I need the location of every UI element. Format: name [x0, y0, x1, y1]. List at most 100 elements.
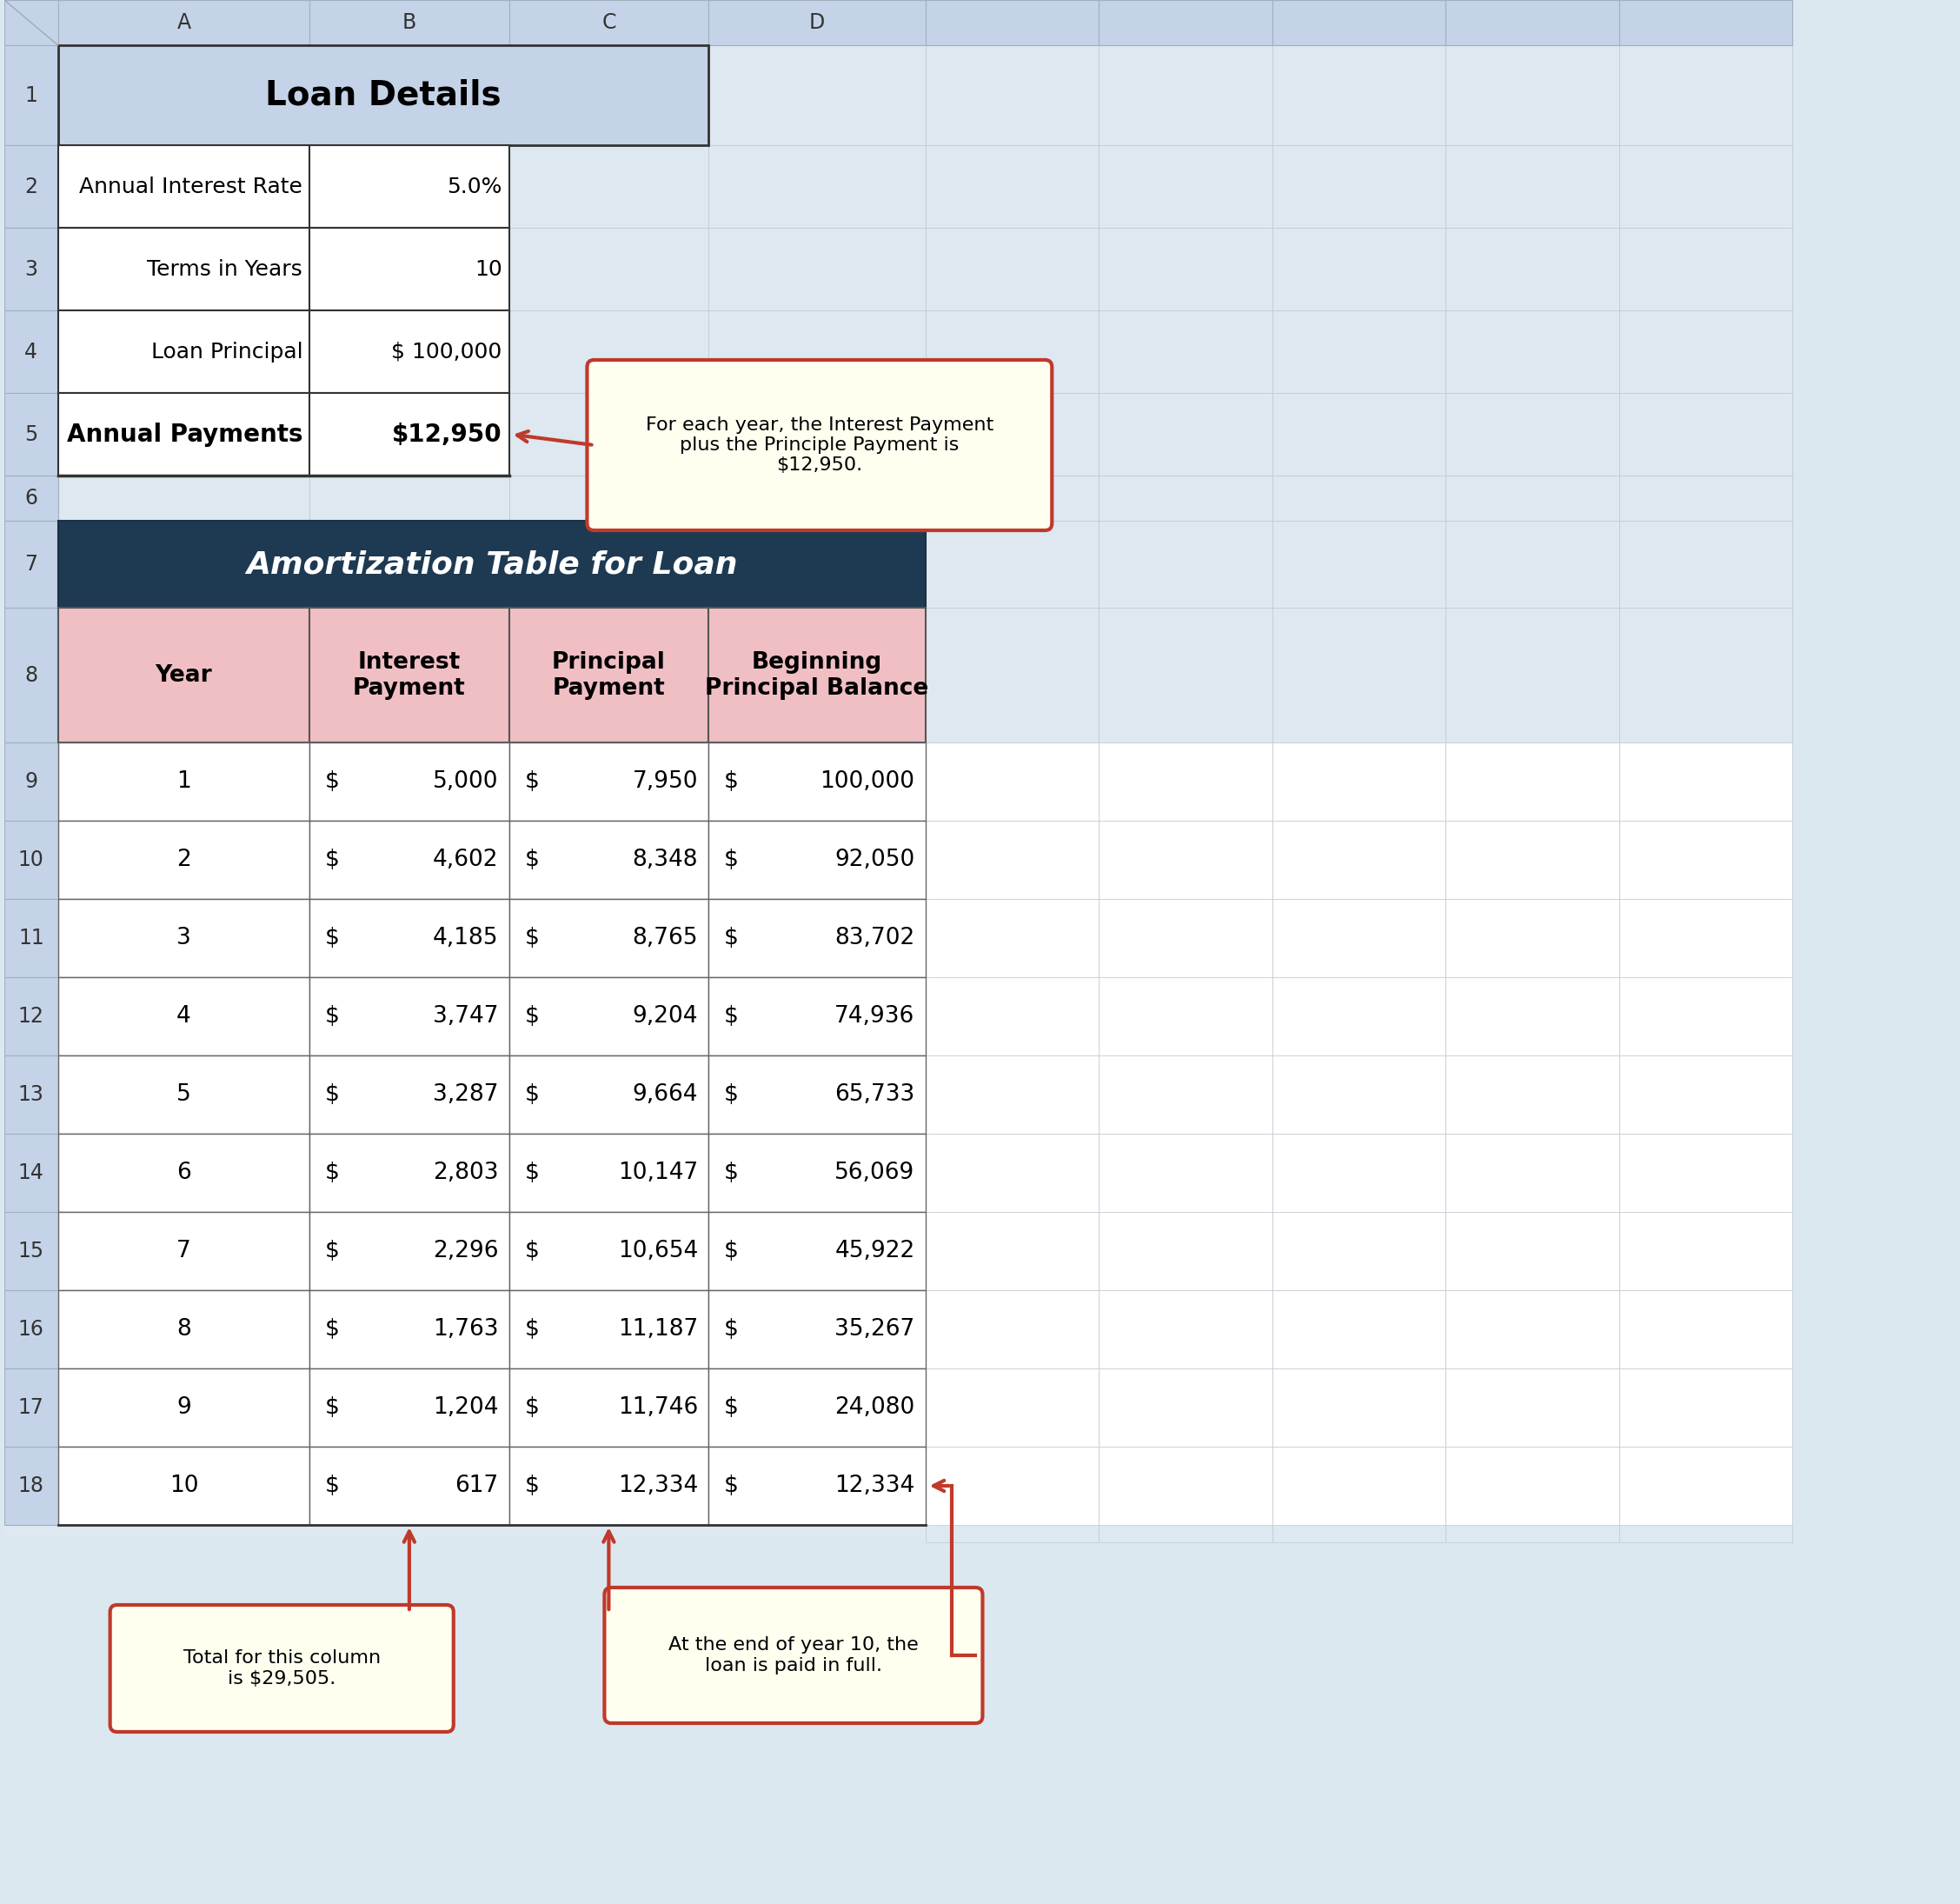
Bar: [1272, 899, 1446, 977]
Text: 17: 17: [18, 1398, 45, 1418]
Bar: [59, 743, 310, 821]
Bar: [1446, 1055, 1619, 1133]
Bar: [1619, 607, 1793, 743]
Bar: [708, 1213, 925, 1291]
Bar: [310, 899, 510, 977]
Bar: [310, 228, 510, 310]
Bar: [510, 392, 708, 476]
Bar: [1446, 0, 1619, 46]
Bar: [510, 821, 708, 899]
Bar: [1272, 392, 1446, 476]
FancyBboxPatch shape: [604, 1588, 982, 1723]
Bar: [1446, 476, 1619, 522]
Text: Year: Year: [155, 664, 212, 687]
Bar: [708, 899, 925, 977]
Bar: [310, 1213, 510, 1291]
Bar: [1272, 821, 1446, 899]
Text: $: $: [723, 1396, 739, 1418]
Bar: [1272, 1133, 1446, 1213]
Bar: [59, 522, 925, 607]
Text: 2: 2: [176, 849, 190, 872]
Bar: [1446, 1213, 1619, 1291]
Bar: [1100, 0, 1272, 46]
Text: 5,000: 5,000: [433, 771, 498, 792]
Text: 4,185: 4,185: [433, 927, 498, 950]
Bar: [310, 476, 510, 522]
Bar: [4, 1447, 59, 1525]
Bar: [708, 0, 925, 46]
Bar: [1100, 607, 1272, 743]
Bar: [925, 476, 1100, 522]
Text: For each year, the Interest Payment
plus the Principle Payment is
$12,950.: For each year, the Interest Payment plus…: [645, 417, 994, 474]
Bar: [310, 607, 510, 743]
Bar: [310, 743, 510, 821]
FancyBboxPatch shape: [110, 1605, 453, 1733]
Bar: [1619, 0, 1793, 46]
Bar: [4, 977, 59, 1055]
Text: $: $: [525, 1005, 539, 1028]
Bar: [59, 1291, 310, 1369]
Bar: [1619, 1213, 1793, 1291]
Text: 2,296: 2,296: [433, 1240, 498, 1262]
Text: 5: 5: [25, 425, 37, 446]
Bar: [1272, 522, 1446, 607]
Text: C: C: [602, 11, 615, 32]
Bar: [4, 607, 59, 743]
Bar: [4, 392, 59, 476]
Bar: [925, 743, 1100, 821]
Text: 8,765: 8,765: [633, 927, 698, 950]
Bar: [925, 228, 1100, 310]
Text: 56,069: 56,069: [835, 1161, 915, 1184]
Text: D: D: [809, 11, 825, 32]
Bar: [310, 1369, 510, 1447]
Bar: [1446, 1291, 1619, 1369]
Text: Interest
Payment: Interest Payment: [353, 651, 466, 699]
Bar: [59, 310, 310, 392]
Text: 12: 12: [18, 1005, 45, 1026]
Bar: [925, 1213, 1100, 1291]
Bar: [1446, 821, 1619, 899]
Bar: [510, 145, 708, 228]
Text: 3,287: 3,287: [433, 1083, 498, 1106]
Bar: [1272, 743, 1446, 821]
Bar: [1100, 1055, 1272, 1133]
Bar: [925, 392, 1100, 476]
Bar: [4, 310, 59, 392]
Bar: [4, 476, 59, 522]
Bar: [59, 977, 310, 1055]
Text: $ 100,000: $ 100,000: [392, 341, 502, 362]
Bar: [1446, 0, 1619, 1542]
Bar: [510, 899, 708, 977]
Bar: [1446, 899, 1619, 977]
Bar: [1446, 1447, 1619, 1525]
Bar: [1272, 977, 1446, 1055]
Bar: [925, 607, 1100, 743]
Bar: [59, 1133, 310, 1213]
Bar: [1619, 310, 1793, 392]
Bar: [1619, 145, 1793, 228]
Text: $: $: [525, 1474, 539, 1497]
Bar: [1100, 46, 1272, 145]
Text: $: $: [525, 927, 539, 950]
Bar: [1100, 899, 1272, 977]
Text: 83,702: 83,702: [835, 927, 915, 950]
Bar: [925, 1369, 1100, 1447]
Bar: [708, 821, 925, 899]
Text: $: $: [723, 1083, 739, 1106]
Text: 3: 3: [25, 259, 37, 280]
Text: $: $: [325, 849, 339, 872]
Bar: [1272, 310, 1446, 392]
Text: B: B: [402, 11, 416, 32]
Bar: [1619, 1055, 1793, 1133]
Text: 9: 9: [176, 1396, 190, 1418]
Bar: [925, 0, 1100, 1542]
Text: 7,950: 7,950: [633, 771, 698, 792]
Bar: [310, 1055, 510, 1133]
Text: 11,746: 11,746: [617, 1396, 698, 1418]
Text: $: $: [525, 849, 539, 872]
Bar: [510, 1133, 708, 1213]
Bar: [59, 145, 310, 228]
Bar: [1100, 392, 1272, 476]
Bar: [1272, 145, 1446, 228]
Bar: [510, 743, 708, 821]
